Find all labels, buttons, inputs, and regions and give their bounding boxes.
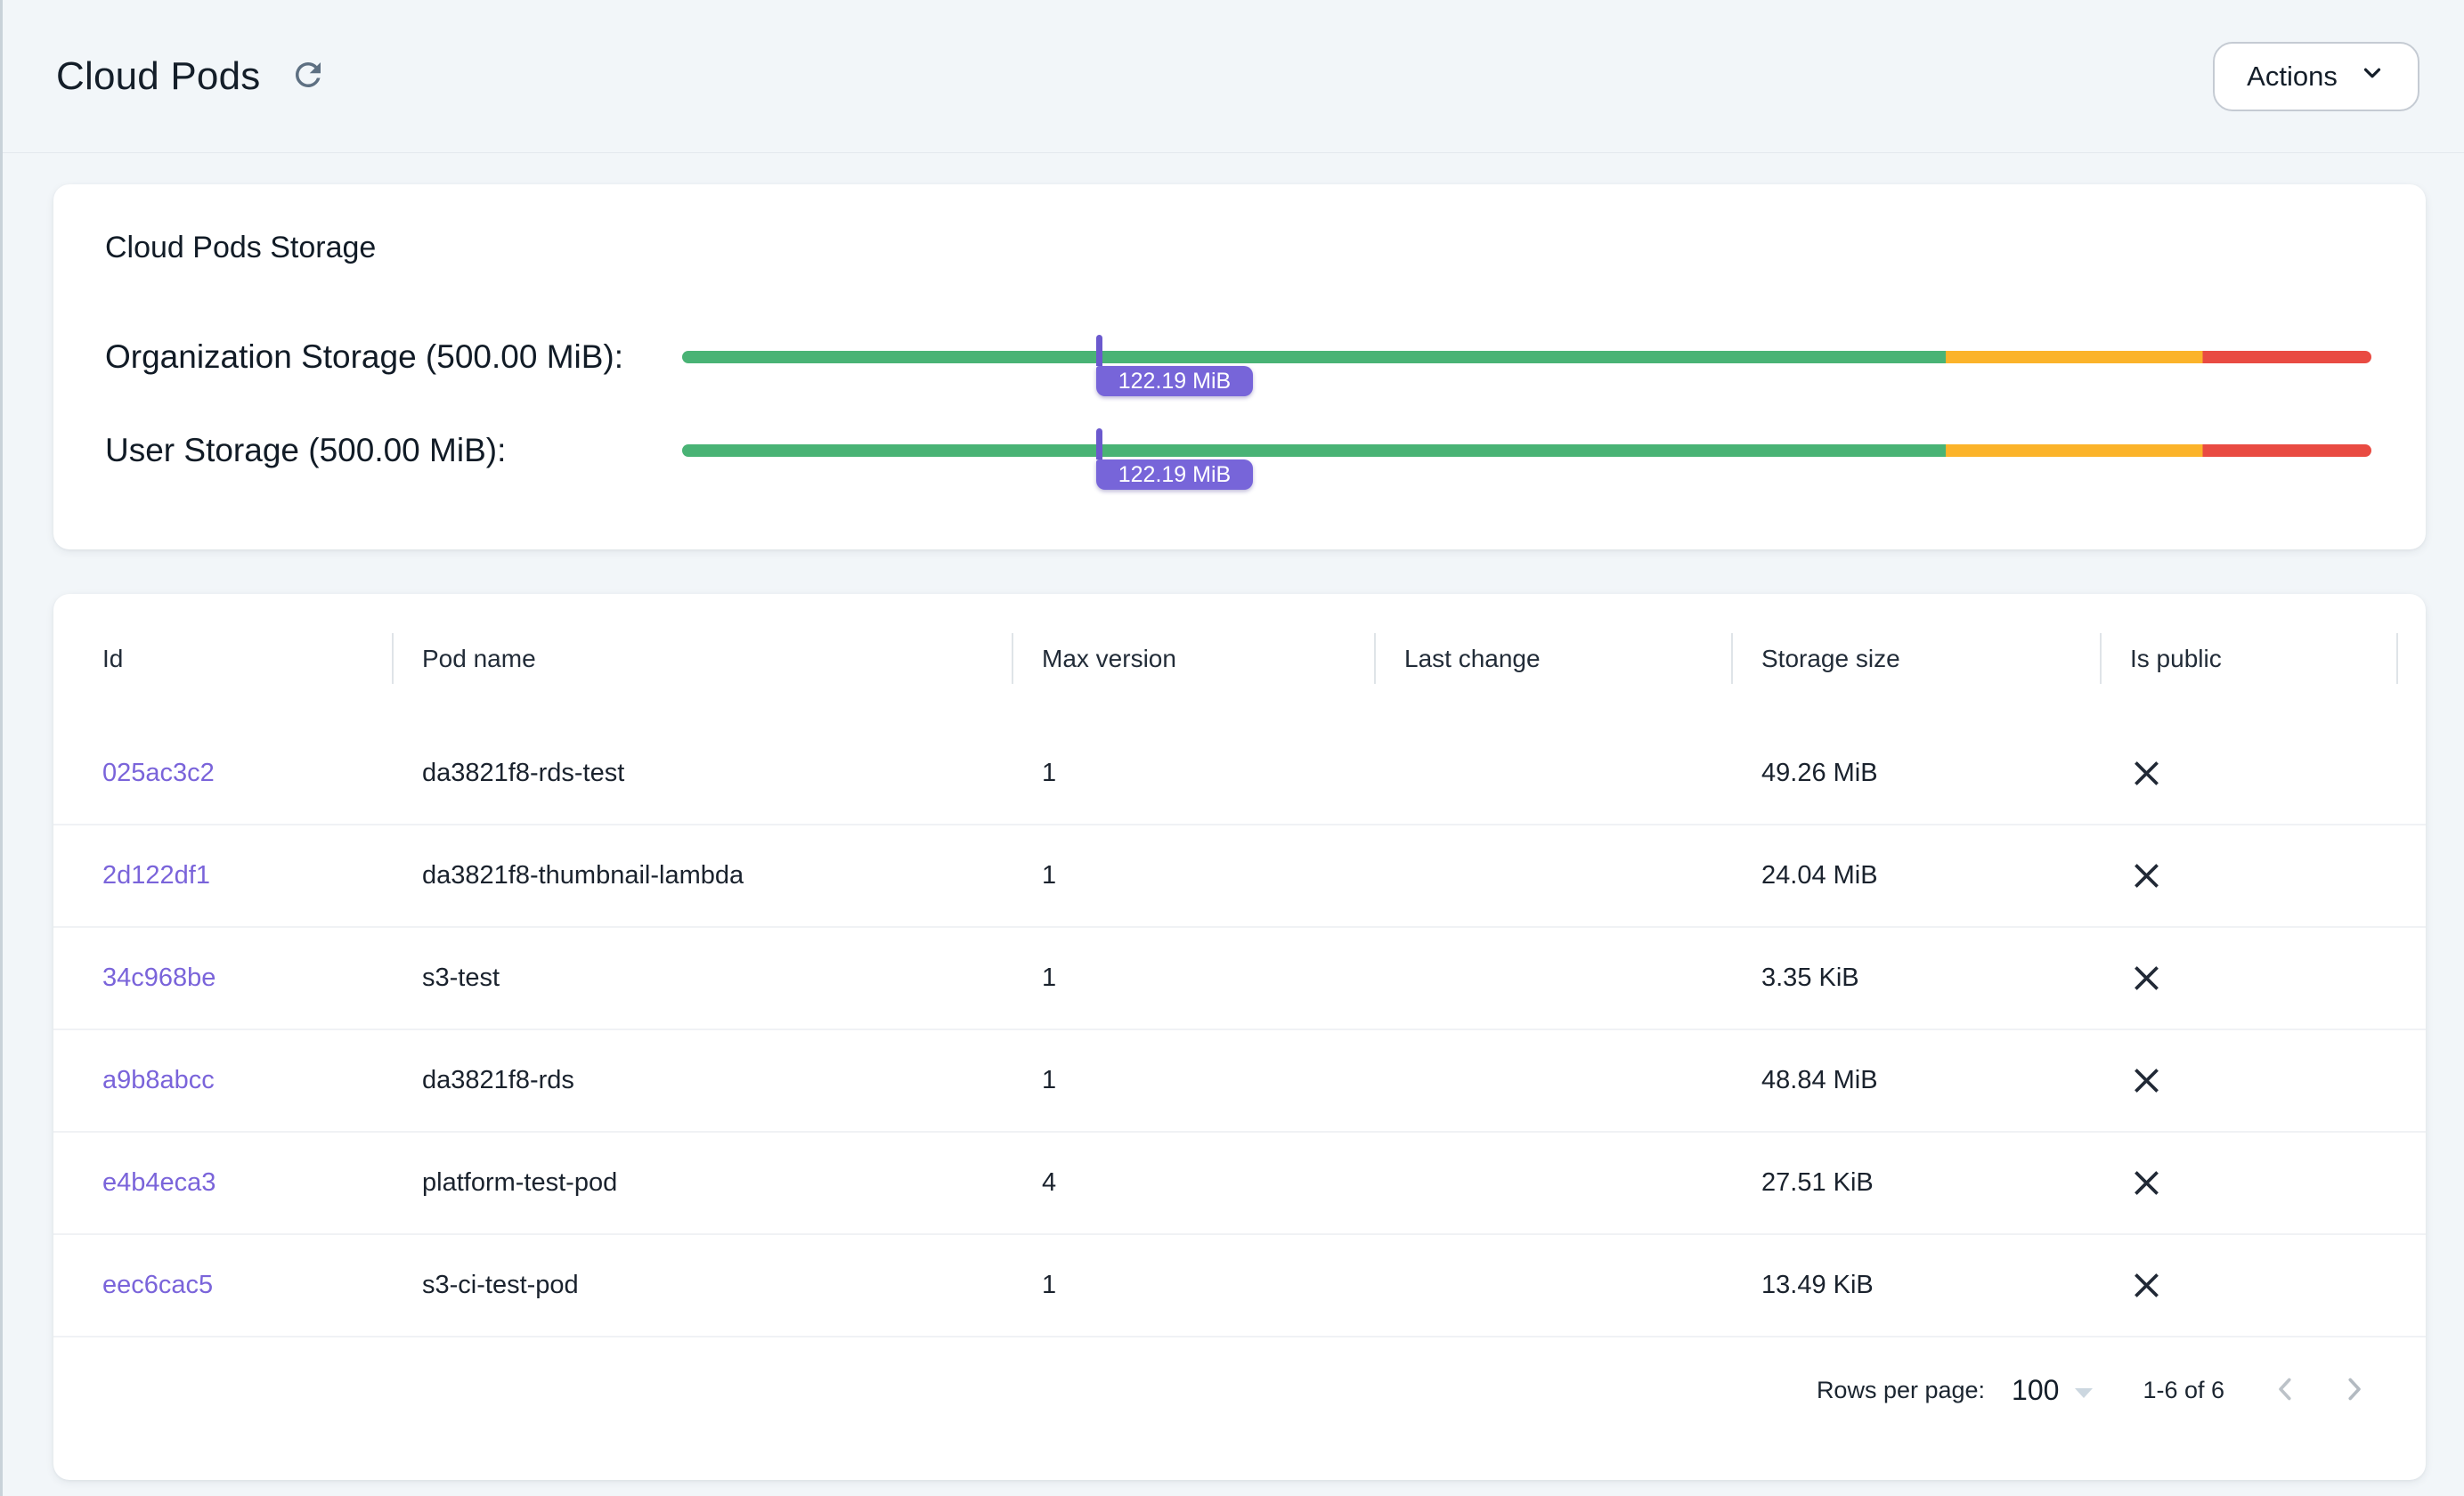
table-row: a9b8abcc da3821f8-rds 1 48.84 MiB bbox=[53, 1030, 2426, 1133]
not-public-cross-icon bbox=[2130, 859, 2163, 892]
table-row: e4b4eca3 platform-test-pod 4 27.51 KiB bbox=[53, 1133, 2426, 1235]
cell-last-change bbox=[1374, 1235, 1731, 1336]
cell-stub bbox=[2396, 1133, 2427, 1233]
storage-usage-badge: 122.19 MiB bbox=[1095, 366, 1254, 396]
pod-id-link[interactable]: 2d122df1 bbox=[102, 861, 210, 890]
cell-last-change bbox=[1374, 1030, 1731, 1131]
not-public-cross-icon bbox=[2130, 1167, 2163, 1199]
cell-is-public bbox=[2100, 928, 2396, 1028]
pagination-bar: Rows per page: 100 1-6 of 6 bbox=[53, 1339, 2426, 1480]
user-storage-label: User Storage (500.00 MiB): bbox=[105, 432, 507, 468]
cell-last-change bbox=[1374, 723, 1731, 824]
cell-max-version: 4 bbox=[1042, 1168, 1057, 1197]
refresh-icon bbox=[289, 56, 327, 96]
pagination-range-label: 1-6 of 6 bbox=[2143, 1376, 2224, 1403]
table-header-row: Id Pod name Max version Last change Stor… bbox=[53, 594, 2426, 723]
chevron-right-icon bbox=[2338, 1373, 2370, 1408]
refresh-button[interactable] bbox=[283, 52, 333, 102]
table-row: 2d122df1 da3821f8-thumbnail-lambda 1 24.… bbox=[53, 825, 2426, 928]
rows-per-page-select[interactable]: 100 bbox=[2012, 1373, 2094, 1407]
cloud-pods-storage-card: Cloud Pods Storage Organization Storage … bbox=[53, 184, 2426, 549]
cell-max-version: 1 bbox=[1042, 1066, 1057, 1094]
table-row: eec6cac5 s3-ci-test-pod 1 13.49 KiB bbox=[53, 1235, 2426, 1337]
table-row: 025ac3c2 da3821f8-rds-test 1 49.26 MiB bbox=[53, 723, 2426, 825]
storage-card-title: Cloud Pods Storage bbox=[105, 231, 377, 264]
page-title: Cloud Pods bbox=[56, 53, 261, 98]
organization-storage-bar: 122.19 MiB bbox=[682, 335, 2371, 396]
user-storage-bar: 122.19 MiB bbox=[682, 428, 2371, 490]
rows-per-page-label: Rows per page: bbox=[1816, 1376, 1986, 1403]
not-public-cross-icon bbox=[2130, 962, 2163, 995]
pod-id-link[interactable]: e4b4eca3 bbox=[102, 1168, 216, 1197]
cell-stub bbox=[2396, 825, 2427, 926]
column-header-stub bbox=[2396, 594, 2427, 723]
cell-is-public bbox=[2100, 1235, 2396, 1336]
not-public-cross-icon bbox=[2130, 1064, 2163, 1097]
actions-button[interactable]: Actions bbox=[2213, 41, 2419, 111]
cell-is-public bbox=[2100, 825, 2396, 926]
not-public-cross-icon bbox=[2130, 757, 2163, 790]
cell-id: e4b4eca3 bbox=[53, 1133, 392, 1233]
cell-stub bbox=[2396, 723, 2427, 824]
pod-id-link[interactable]: a9b8abcc bbox=[102, 1066, 215, 1094]
column-header-is-public[interactable]: Is public bbox=[2100, 594, 2396, 723]
cloud-pods-table-card: Id Pod name Max version Last change Stor… bbox=[53, 594, 2426, 1480]
cell-last-change bbox=[1374, 928, 1731, 1028]
cell-stub bbox=[2396, 1235, 2427, 1336]
select-caret-icon bbox=[2075, 1387, 2094, 1398]
cell-storage-size: 24.04 MiB bbox=[1761, 861, 1878, 890]
pod-id-link[interactable]: 34c968be bbox=[102, 963, 216, 992]
cell-max-version: 1 bbox=[1042, 759, 1057, 787]
user-storage-row: User Storage (500.00 MiB): 122.19 MiB bbox=[105, 421, 2371, 490]
cell-last-change bbox=[1374, 825, 1731, 926]
chevron-down-icon bbox=[2359, 60, 2386, 94]
cell-is-public bbox=[2100, 1030, 2396, 1131]
cell-pod-name: platform-test-pod bbox=[422, 1168, 618, 1197]
cell-stub bbox=[2396, 928, 2427, 1028]
storage-usage-marker bbox=[1095, 428, 1102, 459]
previous-page-button[interactable] bbox=[2260, 1364, 2312, 1416]
cell-id: a9b8abcc bbox=[53, 1030, 392, 1131]
column-header-pod-name[interactable]: Pod name bbox=[392, 594, 1012, 723]
column-header-storage-size[interactable]: Storage size bbox=[1731, 594, 2100, 723]
organization-storage-row: Organization Storage (500.00 MiB): 122.1… bbox=[105, 328, 2371, 396]
cell-stub bbox=[2396, 1030, 2427, 1131]
cell-pod-name: s3-test bbox=[422, 963, 500, 992]
cell-pod-name: da3821f8-thumbnail-lambda bbox=[422, 861, 744, 890]
cell-id: 34c968be bbox=[53, 928, 392, 1028]
cell-pod-name: s3-ci-test-pod bbox=[422, 1271, 579, 1299]
column-header-max-version[interactable]: Max version bbox=[1012, 594, 1374, 723]
cell-id: eec6cac5 bbox=[53, 1235, 392, 1336]
cell-storage-size: 13.49 KiB bbox=[1761, 1271, 1874, 1299]
cell-storage-size: 48.84 MiB bbox=[1761, 1066, 1878, 1094]
cell-max-version: 1 bbox=[1042, 1271, 1057, 1299]
cell-storage-size: 27.51 KiB bbox=[1761, 1168, 1874, 1197]
cell-id: 2d122df1 bbox=[53, 825, 392, 926]
actions-button-label: Actions bbox=[2247, 60, 2338, 92]
not-public-cross-icon bbox=[2130, 1269, 2163, 1302]
storage-usage-marker bbox=[1095, 335, 1102, 366]
pod-id-link[interactable]: eec6cac5 bbox=[102, 1271, 214, 1299]
cell-last-change bbox=[1374, 1133, 1731, 1233]
cell-id: 025ac3c2 bbox=[53, 723, 392, 824]
cell-storage-size: 3.35 KiB bbox=[1761, 963, 1859, 992]
cell-storage-size: 49.26 MiB bbox=[1761, 759, 1878, 787]
cell-is-public bbox=[2100, 723, 2396, 824]
column-header-last-change[interactable]: Last change bbox=[1374, 594, 1731, 723]
top-bar: Cloud Pods Actions bbox=[3, 0, 2464, 153]
cell-max-version: 1 bbox=[1042, 963, 1057, 992]
table-row: 34c968be s3-test 1 3.35 KiB bbox=[53, 928, 2426, 1030]
next-page-button[interactable] bbox=[2328, 1364, 2379, 1416]
chevron-left-icon bbox=[2270, 1373, 2302, 1408]
rows-per-page-value: 100 bbox=[2012, 1373, 2060, 1406]
pod-id-link[interactable]: 025ac3c2 bbox=[102, 759, 215, 787]
cell-pod-name: da3821f8-rds-test bbox=[422, 759, 625, 787]
organization-storage-label: Organization Storage (500.00 MiB): bbox=[105, 338, 624, 375]
table-body: 025ac3c2 da3821f8-rds-test 1 49.26 MiB 2… bbox=[53, 723, 2426, 1337]
cell-pod-name: da3821f8-rds bbox=[422, 1066, 574, 1094]
column-header-id[interactable]: Id bbox=[102, 644, 124, 672]
cell-is-public bbox=[2100, 1133, 2396, 1233]
cell-max-version: 1 bbox=[1042, 861, 1057, 890]
storage-usage-badge: 122.19 MiB bbox=[1095, 459, 1254, 490]
